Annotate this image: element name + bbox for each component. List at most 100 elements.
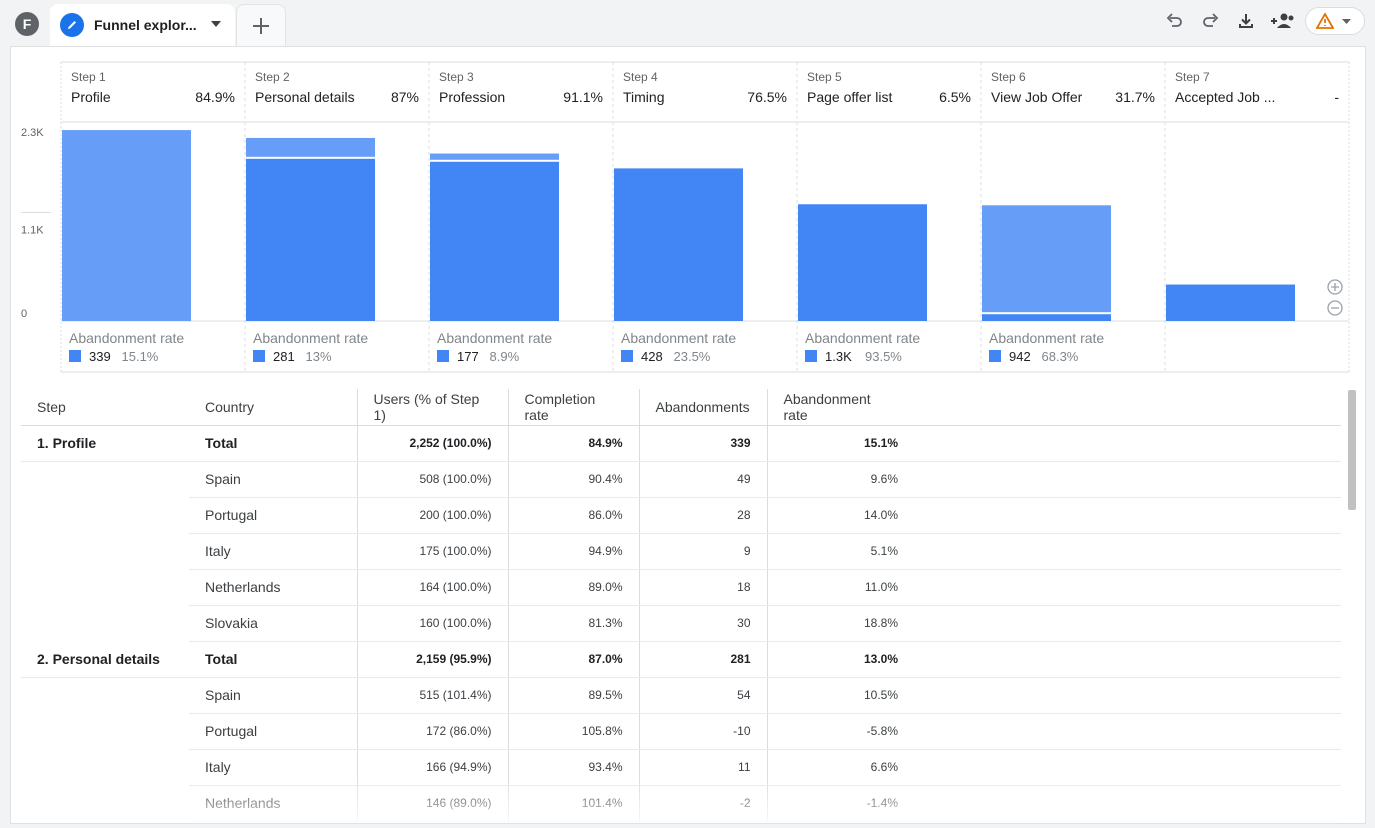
zoom-in-icon[interactable] — [1327, 279, 1343, 295]
cell-abandonment-rate: 6.6% — [766, 749, 914, 786]
step-number-label: Step 1 — [71, 70, 106, 84]
cell-step — [21, 569, 189, 605]
abandonment-rate-label: Abandonment rate — [989, 330, 1104, 346]
abandonment-count: 177 — [457, 349, 479, 364]
cell-step — [21, 677, 189, 713]
step-name-label: Timing — [623, 89, 665, 105]
cell-abandonments: 28 — [638, 497, 767, 534]
abandonment-legend-swatch — [805, 350, 817, 362]
cell-completion-rate: 81.3% — [507, 605, 639, 642]
cell-abandonment-rate: -5.8% — [766, 713, 914, 750]
cell-spacer — [914, 713, 1341, 750]
cell-abandonment-rate: 13.0% — [766, 641, 914, 678]
cell-completion-rate: 89.0% — [507, 569, 639, 606]
cell-country: Spain — [189, 677, 357, 714]
tab-title: Funnel explor... — [94, 17, 197, 33]
cell-step — [21, 785, 189, 821]
column-header-abandonments[interactable]: Abandonments — [638, 389, 767, 426]
step-number-label: Step 5 — [807, 70, 842, 84]
cell-abandonment-rate: 10.5% — [766, 677, 914, 714]
step-number-label: Step 2 — [255, 70, 290, 84]
cell-abandonments: 9 — [638, 533, 767, 570]
table-row: Netherlands 146 (89.0%) 101.4% -2 -1.4% — [21, 785, 1341, 822]
cell-country: Total — [189, 425, 357, 462]
cell-abandonments: 281 — [638, 641, 767, 678]
cell-country: Netherlands — [189, 785, 357, 822]
cell-abandonment-rate: -1.4% — [766, 785, 914, 822]
step-name-label: Profile — [71, 89, 111, 105]
column-header-completion-rate[interactable]: Completion rate — [507, 389, 639, 426]
cell-step — [21, 461, 189, 497]
abandonment-legend-swatch — [989, 350, 1001, 362]
cell-step — [21, 713, 189, 749]
abandonment-count: 942 — [1009, 349, 1031, 364]
cell-spacer — [914, 461, 1341, 498]
zoom-out-icon[interactable] — [1327, 300, 1343, 316]
abandonment-count: 281 — [273, 349, 295, 364]
redo-icon[interactable] — [1199, 10, 1221, 32]
cell-abandonment-rate: 18.8% — [766, 605, 914, 642]
step-completion-rate: 76.5% — [747, 89, 787, 105]
cell-completion-rate: 94.9% — [507, 533, 639, 570]
tab-funnel-exploration[interactable]: Funnel explor... — [50, 4, 235, 46]
table-row: Portugal 172 (86.0%) 105.8% -10 -5.8% — [21, 713, 1341, 750]
cell-spacer — [914, 425, 1341, 462]
cell-abandonments: 54 — [638, 677, 767, 714]
cell-step — [21, 533, 189, 569]
table-header-row: Step Country Users (% of Step 1) Complet… — [21, 389, 1341, 426]
download-icon[interactable] — [1235, 10, 1257, 32]
y-tick-label: 0 — [21, 308, 27, 320]
step-number-label: Step 3 — [439, 70, 474, 84]
column-header-abandonment-rate[interactable]: Abandonment rate — [766, 389, 914, 426]
funnel-bar-completed — [246, 158, 375, 321]
column-header-step[interactable]: Step — [21, 389, 189, 426]
abandonment-rate-value: 13% — [306, 349, 332, 364]
cell-abandonment-rate: 14.0% — [766, 497, 914, 534]
add-tab-button[interactable] — [236, 4, 286, 46]
cell-spacer — [914, 605, 1341, 642]
cell-completion-rate: 101.4% — [507, 785, 639, 822]
cell-users: 172 (86.0%) — [356, 713, 508, 750]
cell-users: 2,252 (100.0%) — [356, 425, 508, 462]
abandonment-legend-swatch — [621, 350, 633, 362]
y-tick-label: 1.1K — [21, 225, 44, 237]
cell-spacer — [914, 533, 1341, 570]
cell-abandonment-rate: 9.6% — [766, 461, 914, 498]
cell-country: Spain — [189, 461, 357, 498]
abandonment-rate-value: 15.1% — [122, 349, 159, 364]
plus-icon — [253, 17, 269, 34]
abandonment-count: 428 — [641, 349, 663, 364]
table-row: Slovakia 160 (100.0%) 81.3% 30 18.8% — [21, 605, 1341, 642]
cell-abandonments: 30 — [638, 605, 767, 642]
column-header-country[interactable]: Country — [189, 389, 357, 426]
funnel-table: Step Country Users (% of Step 1) Complet… — [21, 389, 1341, 823]
step-name-label: Profession — [439, 89, 505, 105]
app-badge[interactable]: F — [15, 12, 39, 36]
funnel-bar-completed — [982, 314, 1111, 321]
step-name-label: Accepted Job ... — [1175, 89, 1275, 105]
cell-abandonments: 18 — [638, 569, 767, 606]
undo-icon[interactable] — [1164, 10, 1186, 32]
table-scrollbar[interactable] — [1348, 390, 1356, 510]
abandonment-rate-value: 68.3% — [1042, 349, 1079, 364]
warning-menu-button[interactable] — [1305, 7, 1365, 35]
abandonment-rate-value: 23.5% — [674, 349, 711, 364]
step-name-label: Personal details — [255, 89, 355, 105]
step-name-label: Page offer list — [807, 89, 892, 105]
abandonment-count: 339 — [89, 349, 111, 364]
cell-users: 146 (89.0%) — [356, 785, 508, 822]
top-toolbar: F Funnel explor... — [0, 0, 1375, 46]
cell-country: Slovakia — [189, 605, 357, 642]
share-icon[interactable] — [1270, 10, 1296, 32]
cell-country: Netherlands — [189, 569, 357, 606]
cell-completion-rate: 105.8% — [507, 713, 639, 750]
abandonment-rate-label: Abandonment rate — [621, 330, 736, 346]
warning-icon — [1316, 13, 1334, 29]
caret-down-icon[interactable] — [211, 21, 221, 27]
cell-users: 166 (94.9%) — [356, 749, 508, 786]
funnel-bar-incoming — [246, 137, 375, 157]
column-header-users[interactable]: Users (% of Step 1) — [356, 389, 508, 426]
abandonment-rate-value: 93.5% — [865, 349, 902, 364]
exploration-canvas: 2.3K 1.1K 0 Step 1 Profile 84.9% Abandonment r… — [10, 46, 1366, 824]
cell-spacer — [914, 497, 1341, 534]
